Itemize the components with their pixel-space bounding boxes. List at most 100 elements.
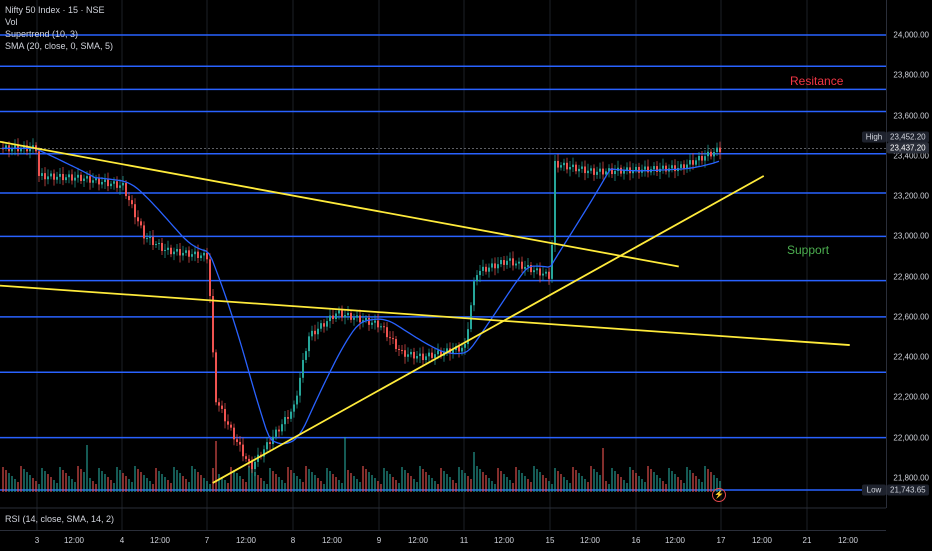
candle-body bbox=[248, 458, 250, 462]
volume-bar bbox=[95, 484, 97, 492]
candle-body bbox=[284, 417, 286, 425]
volume-bar bbox=[515, 467, 517, 492]
volume-bar bbox=[497, 468, 499, 492]
volume-bar bbox=[38, 484, 40, 492]
volume-bar bbox=[578, 473, 580, 492]
low-value: 21,743.65 bbox=[887, 484, 929, 496]
price-tick: 22,600.00 bbox=[893, 312, 929, 322]
candle-body bbox=[143, 225, 145, 239]
volume-bar bbox=[11, 476, 13, 492]
candle-body bbox=[539, 268, 541, 276]
candle-body bbox=[353, 317, 355, 320]
volume-bar bbox=[134, 466, 136, 492]
volume-bar bbox=[206, 481, 208, 492]
volume-bar bbox=[380, 484, 382, 492]
time-tick: 9 bbox=[376, 536, 382, 545]
volume-bar bbox=[323, 484, 325, 492]
candle-body bbox=[410, 351, 412, 355]
candle-body bbox=[230, 424, 232, 428]
candle-body bbox=[689, 160, 691, 165]
supertrend-indicator-label[interactable]: Supertrend (10, 3) bbox=[5, 29, 79, 39]
candle-body bbox=[251, 461, 253, 470]
candle-body bbox=[332, 315, 334, 320]
volume-bar bbox=[98, 468, 100, 492]
volume-bar bbox=[506, 477, 508, 492]
candle-body bbox=[161, 242, 163, 251]
volume-bar bbox=[290, 470, 292, 492]
symbol-title[interactable]: Nifty 50 Index · 15 · NSE bbox=[5, 5, 105, 15]
candle-body bbox=[521, 261, 523, 269]
candle-body bbox=[632, 170, 634, 174]
high-label: High bbox=[862, 131, 886, 143]
candle-body bbox=[515, 263, 517, 266]
volume-indicator-label[interactable]: Vol bbox=[5, 17, 18, 27]
volume-bar bbox=[548, 481, 550, 492]
volume-bar bbox=[314, 475, 316, 492]
volume-bar bbox=[575, 470, 577, 492]
volume-bar bbox=[653, 472, 655, 492]
trendline-0 bbox=[0, 140, 679, 268]
support-annotation[interactable]: Support bbox=[787, 243, 830, 257]
volume-bar bbox=[2, 467, 4, 492]
volume-bar bbox=[140, 472, 142, 492]
volume-bar bbox=[449, 477, 451, 492]
volume-bar bbox=[416, 482, 418, 492]
candle-body bbox=[65, 177, 67, 181]
volume-bar bbox=[41, 468, 43, 492]
sma-indicator-label[interactable]: SMA (20, close, 0, SMA, 5) bbox=[5, 41, 114, 51]
candle-body bbox=[575, 164, 577, 172]
candle-body bbox=[140, 221, 142, 226]
candle-body bbox=[407, 354, 409, 357]
price-axis[interactable]: 24,000.00 23,800.00 23,600.00 23,400.00 23,2… bbox=[886, 0, 932, 508]
volume-bar bbox=[629, 467, 631, 492]
volume-bar bbox=[551, 484, 553, 492]
candle-body bbox=[536, 268, 538, 271]
volume-bar bbox=[557, 471, 559, 492]
candle-body bbox=[86, 176, 88, 179]
candle-body bbox=[638, 166, 640, 173]
volume-bar bbox=[260, 478, 262, 492]
candle-body bbox=[719, 147, 721, 153]
volume-bar bbox=[299, 479, 301, 492]
volume-bar bbox=[185, 479, 187, 492]
volume-bar bbox=[65, 473, 67, 492]
volume-bar bbox=[671, 471, 673, 492]
volume-bar bbox=[428, 475, 430, 492]
volume-bar bbox=[665, 484, 667, 492]
candle-body bbox=[155, 243, 157, 246]
volume-bar bbox=[623, 480, 625, 492]
candle-body bbox=[245, 456, 247, 459]
volume-bar bbox=[254, 472, 256, 492]
candle-body bbox=[80, 174, 82, 181]
volume-bar bbox=[599, 475, 601, 492]
candle-body bbox=[530, 265, 532, 273]
volume-bar bbox=[80, 469, 82, 492]
price-tick: 23,200.00 bbox=[893, 191, 929, 201]
volume-bar bbox=[209, 484, 211, 492]
volume-bar bbox=[29, 475, 31, 492]
candle-body bbox=[335, 313, 337, 320]
candle-body bbox=[452, 349, 454, 354]
candle-body bbox=[71, 174, 73, 181]
candle-body bbox=[89, 176, 91, 183]
time-tick: 12:00 bbox=[407, 536, 429, 545]
candle-body bbox=[380, 326, 382, 328]
lightning-icon[interactable]: ⚡ bbox=[712, 488, 726, 502]
price-tick: 23,600.00 bbox=[893, 111, 929, 121]
resistance-annotation[interactable]: Resitance bbox=[790, 74, 844, 88]
time-tick: 12:00 bbox=[321, 536, 343, 545]
volume-bar bbox=[5, 470, 7, 492]
volume-bar bbox=[305, 466, 307, 492]
volume-bar bbox=[695, 476, 697, 492]
candle-body bbox=[212, 296, 214, 353]
candle-body bbox=[404, 350, 406, 357]
volume-bar bbox=[467, 476, 469, 492]
candle-body bbox=[614, 170, 616, 175]
candle-body bbox=[47, 176, 49, 180]
time-axis[interactable]: 3 12:00 4 12:00 7 12:00 8 12:00 9 12:00 11 12:00 15 1… bbox=[0, 530, 886, 551]
rsi-indicator-label[interactable]: RSI (14, close, SMA, 14, 2) bbox=[5, 514, 115, 524]
candle-body bbox=[389, 337, 391, 339]
volume-bar bbox=[668, 468, 670, 492]
price-tick: 22,200.00 bbox=[893, 392, 929, 402]
